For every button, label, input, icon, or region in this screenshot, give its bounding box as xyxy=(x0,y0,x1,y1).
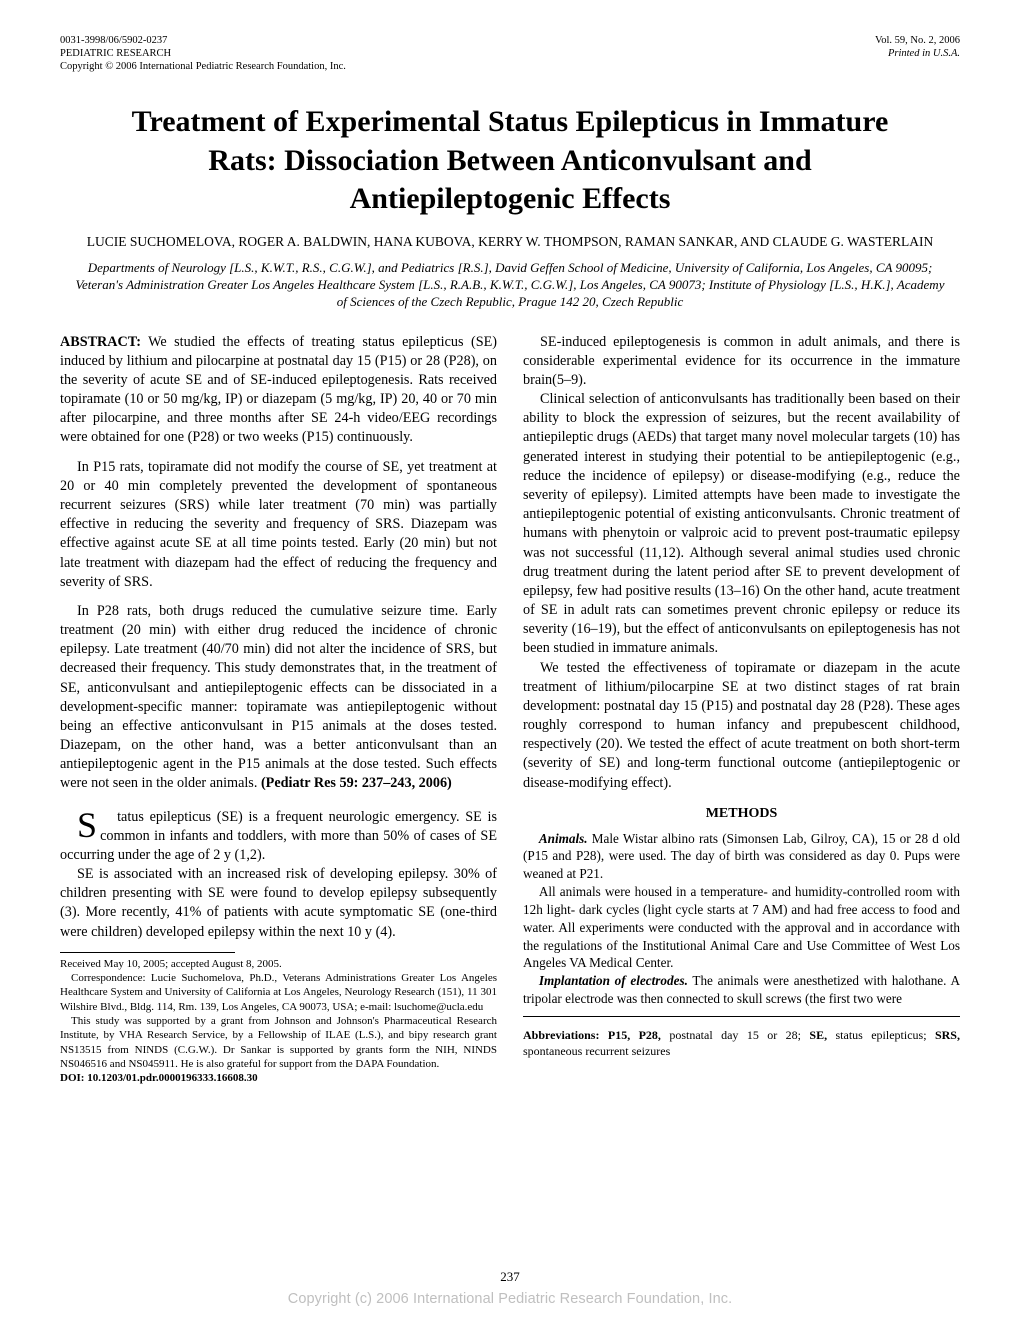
intro-p1: Status epilepticus (SE) is a frequent ne… xyxy=(60,808,497,866)
abstract-cite: (Pediatr Res 59: 237–243, 2006) xyxy=(261,775,452,791)
abbreviations: Abbreviations: P15, P28, postnatal day 1… xyxy=(523,1027,960,1059)
footnote-received: Received May 10, 2005; accepted August 8… xyxy=(60,957,497,971)
header-left-3: Copyright © 2006 International Pediatric… xyxy=(60,60,346,73)
running-head: 0031-3998/06/5902-0237 PEDIATRIC RESEARC… xyxy=(60,34,960,73)
footnote-support: This study was supported by a grant from… xyxy=(60,1014,497,1071)
copyright-watermark: Copyright (c) 2006 International Pediatr… xyxy=(0,1290,1020,1310)
header-right-1: Vol. 59, No. 2, 2006 xyxy=(875,34,960,47)
body-right: SE-induced epileptogenesis is common in … xyxy=(523,333,960,793)
footnotes: Received May 10, 2005; accepted August 8… xyxy=(60,957,497,1086)
abbrev-rule xyxy=(523,1016,960,1017)
abstract-p1: We studied the effects of treating statu… xyxy=(60,334,497,446)
right-p3: We tested the effectiveness of topiramat… xyxy=(523,659,960,793)
right-p1: SE-induced epileptogenesis is common in … xyxy=(523,333,960,391)
header-left-1: 0031-3998/06/5902-0237 xyxy=(60,34,346,47)
intro-p2: SE is associated with an increased risk … xyxy=(60,865,497,942)
animals-text: Male Wistar albino rats (Simonsen Lab, G… xyxy=(523,831,960,882)
abstract-label: ABSTRACT: xyxy=(60,334,141,350)
implant-label: Implantation of electrodes. xyxy=(539,973,688,988)
article-title: Treatment of Experimental Status Epilept… xyxy=(100,103,920,218)
header-left-2: PEDIATRIC RESEARCH xyxy=(60,47,346,60)
housing-text: All animals were housed in a temperature… xyxy=(523,883,960,972)
footnote-rule xyxy=(60,952,235,953)
header-right-2: Printed in U.S.A. xyxy=(875,47,960,60)
abstract-p3: In P28 rats, both drugs reduced the cumu… xyxy=(60,603,497,792)
body-left: Status epilepticus (SE) is a frequent ne… xyxy=(60,808,497,942)
abstract-p2: In P15 rats, topiramate did not modify t… xyxy=(60,458,497,592)
right-p2: Clinical selection of anticonvulsants ha… xyxy=(523,390,960,658)
doi: DOI: 10.1203/01.pdr.0000196333.16608.30 xyxy=(60,1071,497,1085)
affiliations: Departments of Neurology [L.S., K.W.T., … xyxy=(72,259,948,311)
footnote-correspondence: Correspondence: Lucie Suchomelova, Ph.D.… xyxy=(60,971,497,1014)
author-list: LUCIE SUCHOMELOVA, ROGER A. BALDWIN, HAN… xyxy=(70,233,950,251)
page-number: 237 xyxy=(0,1268,1020,1286)
abstract: ABSTRACT: We studied the effects of trea… xyxy=(60,333,497,794)
animals-label: Animals. xyxy=(539,831,588,846)
methods-heading: METHODS xyxy=(523,805,960,824)
two-column-body: ABSTRACT: We studied the effects of trea… xyxy=(60,333,960,1199)
methods: Animals. Male Wistar albino rats (Simons… xyxy=(523,830,960,1008)
